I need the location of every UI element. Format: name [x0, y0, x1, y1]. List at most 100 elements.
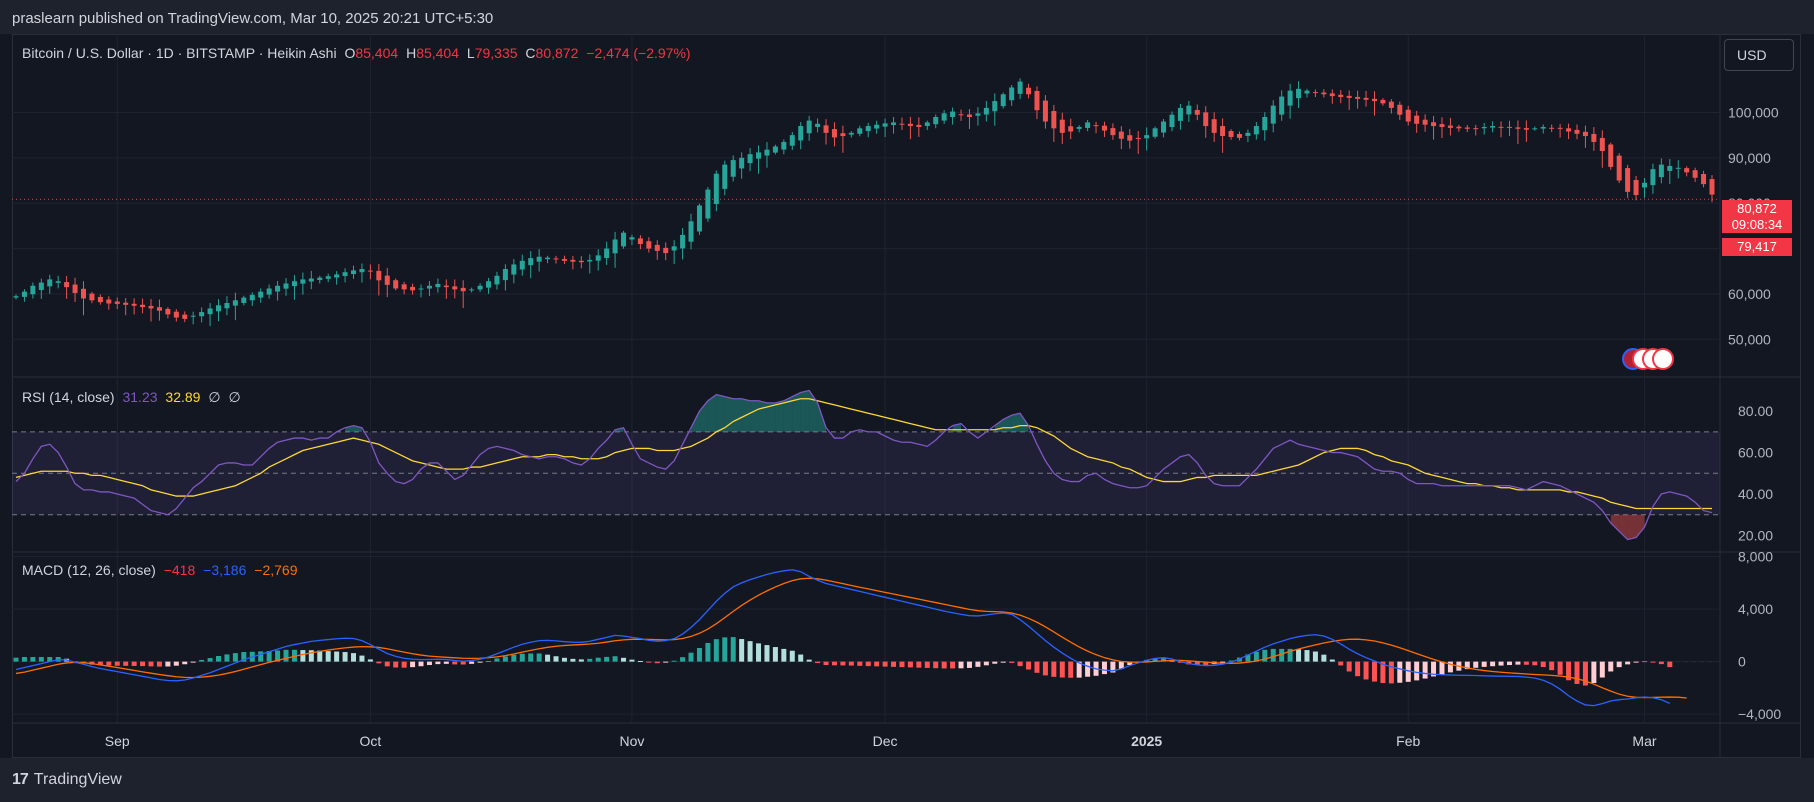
- candle-body: [1447, 125, 1453, 128]
- macd-legend[interactable]: MACD (12, 26, close) −418 −3,186 −2,769: [22, 562, 301, 578]
- macd-histogram-bar: [232, 653, 238, 662]
- candle-body: [241, 297, 247, 303]
- macd-histogram-bar: [688, 652, 694, 662]
- macd-histogram-bar: [1464, 661, 1470, 670]
- macd-histogram-bar: [1566, 661, 1572, 681]
- macd-histogram-bar: [401, 661, 407, 668]
- macd-histogram-bar: [1523, 661, 1529, 665]
- currency-button[interactable]: USD: [1724, 39, 1794, 71]
- tradingview-logo[interactable]: 17 TradingView: [12, 771, 122, 789]
- candle-body: [1388, 101, 1394, 108]
- candle-body: [1523, 128, 1529, 130]
- candle-body: [266, 288, 272, 295]
- candle-body: [654, 244, 660, 251]
- candle-body: [1152, 128, 1158, 137]
- candle-body: [966, 114, 972, 117]
- macd-histogram-bar: [199, 659, 205, 662]
- macd-histogram-bar: [1118, 661, 1124, 669]
- close-label: C: [525, 45, 536, 61]
- rsi-overbought-fill: [733, 398, 742, 432]
- candle-body: [1245, 132, 1251, 136]
- rsi-overbought-fill: [345, 425, 354, 432]
- candle-body: [1684, 168, 1690, 173]
- candle-body: [941, 113, 947, 121]
- macd-histogram-bar: [891, 661, 897, 667]
- rsi-overbought-fill: [750, 400, 759, 432]
- macd-histogram-bar: [975, 661, 981, 667]
- macd-histogram-bar: [165, 661, 171, 667]
- bottom-bar: [0, 758, 1814, 802]
- rsi-legend[interactable]: RSI (14, close) 31.23 32.89 ∅ ∅: [22, 389, 245, 406]
- candle-body: [426, 285, 432, 289]
- rsi-overbought-fill: [783, 396, 793, 432]
- candle-body: [1236, 133, 1242, 138]
- macd-histogram-bar: [1473, 661, 1479, 668]
- candle-body: [688, 221, 694, 242]
- candle-body: [696, 205, 702, 232]
- macd-histogram-bar: [308, 650, 314, 662]
- candle-body: [756, 152, 762, 159]
- macd-histogram-bar: [730, 637, 736, 662]
- open-label: O: [344, 45, 356, 61]
- macd-histogram-bar: [435, 661, 441, 665]
- macd-histogram-bar: [950, 661, 956, 669]
- candle-body: [1203, 112, 1209, 127]
- candle-body: [342, 272, 348, 276]
- macd-histogram-bar: [410, 661, 416, 668]
- macd-histogram-bar: [705, 642, 711, 662]
- chart-frame[interactable]: [12, 34, 1801, 758]
- macd-histogram-bar: [1059, 661, 1065, 678]
- rsi-overbought-fill: [792, 392, 801, 432]
- candle-body: [739, 157, 745, 169]
- candle-body: [663, 247, 669, 254]
- candle-body: [1574, 129, 1580, 134]
- macd-histogram-bar: [612, 656, 618, 662]
- price-tick-label: 60,000: [1728, 286, 1771, 302]
- candle-body: [1397, 104, 1403, 115]
- candle-body: [1549, 127, 1555, 129]
- last-price-value: 80,872: [1737, 201, 1777, 216]
- events-flags[interactable]: [1622, 348, 1674, 370]
- macd-histogram-bar: [1152, 658, 1158, 662]
- macd-histogram-bar: [553, 656, 559, 662]
- candle-body: [1692, 170, 1698, 178]
- candle-body: [933, 116, 939, 125]
- macd-histogram-bar: [713, 639, 719, 662]
- symbol-name[interactable]: Bitcoin / U.S. Dollar · 1D · BITSTAMP · …: [22, 45, 337, 61]
- top-bar: praslearn published on TradingView.com, …: [0, 0, 1814, 34]
- macd-histogram-bar: [528, 653, 534, 662]
- candle-body: [1599, 137, 1605, 152]
- macd-histogram-bar: [1127, 661, 1133, 666]
- rsi-oversold-fill: [1627, 514, 1637, 540]
- macd-histogram-bar: [992, 661, 998, 664]
- candle-body: [1608, 144, 1614, 167]
- macd-histogram-bar: [97, 661, 103, 666]
- candle-body: [570, 259, 576, 262]
- candle-body: [1118, 131, 1124, 139]
- candle-body: [1464, 127, 1470, 129]
- candle-body: [1262, 116, 1268, 131]
- price-tick-label: 100,000: [1728, 104, 1779, 120]
- candle-body: [1287, 90, 1293, 106]
- macd-histogram-bar: [907, 661, 913, 668]
- candle-body: [89, 293, 95, 301]
- candle-body: [798, 126, 804, 141]
- low-label: L: [466, 45, 475, 61]
- macd-histogram-bar: [1532, 661, 1538, 666]
- candle-body: [1085, 122, 1091, 128]
- macd-histogram-bar: [1490, 661, 1496, 667]
- candle-body: [401, 284, 407, 290]
- candle-body: [1566, 128, 1572, 132]
- countdown-value: 09:08:34: [1731, 217, 1783, 232]
- candle-body: [1017, 81, 1023, 94]
- macd-histogram-bar: [941, 661, 947, 669]
- event-marker-icon[interactable]: [1652, 348, 1674, 370]
- macd-histogram-bar: [1329, 659, 1335, 662]
- macd-histogram-bar: [1363, 661, 1369, 680]
- candle-body: [1456, 126, 1462, 129]
- macd-histogram-bar: [1220, 661, 1226, 663]
- macd-histogram-bar: [1447, 661, 1453, 673]
- macd-histogram-bar: [764, 645, 770, 662]
- candle-body: [199, 312, 205, 317]
